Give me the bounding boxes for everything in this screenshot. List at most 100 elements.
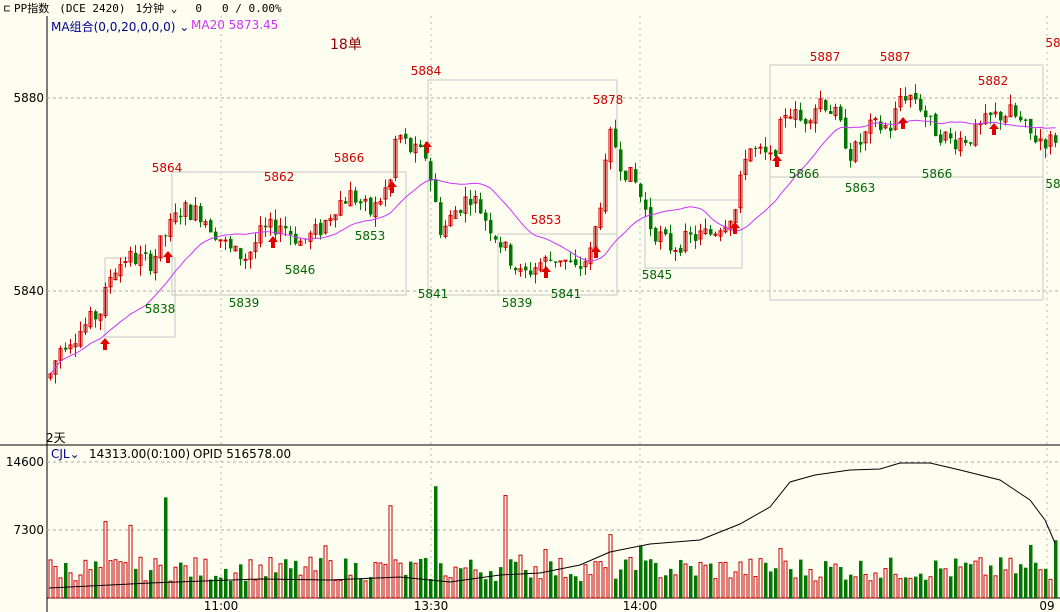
volume-bar xyxy=(264,576,268,598)
volume-bar xyxy=(1048,578,1053,599)
candle-body xyxy=(503,241,508,248)
period-select[interactable]: 1分钟 ⌄ xyxy=(135,2,178,15)
volume-bar xyxy=(709,563,713,598)
volume-bar xyxy=(479,572,483,598)
volume-bar xyxy=(824,561,828,598)
chart-icon[interactable]: ⊏ xyxy=(3,1,11,15)
volume-bar xyxy=(303,566,308,599)
candle-body xyxy=(284,226,288,229)
candle-body xyxy=(1054,135,1058,143)
volume-bar xyxy=(664,575,668,598)
candle-body xyxy=(588,247,593,265)
volume-bar xyxy=(978,557,983,599)
volume-bar xyxy=(328,560,333,599)
high-annotation: 5866 xyxy=(334,151,365,165)
candle-body xyxy=(673,249,678,252)
candle-body xyxy=(579,266,583,269)
candle-body xyxy=(634,169,638,183)
volume-bar xyxy=(694,575,698,598)
candle-body xyxy=(574,259,578,265)
volume-bar xyxy=(859,560,863,598)
candle-body xyxy=(199,206,203,223)
candle-body xyxy=(863,131,868,144)
candle-body xyxy=(898,95,903,108)
candle-body xyxy=(829,111,833,115)
candle-body xyxy=(958,137,963,152)
chevron-down-icon[interactable]: ⌄ xyxy=(164,2,178,15)
volume-bar xyxy=(778,548,783,599)
volume-bar xyxy=(999,557,1003,598)
buy-arrow-icon xyxy=(268,236,278,248)
orders-note: 18单 xyxy=(330,37,362,53)
candle-body xyxy=(144,252,148,254)
candle-body xyxy=(58,348,63,361)
candle-body xyxy=(434,178,438,202)
volume-bar xyxy=(939,568,943,598)
volume-bar xyxy=(1014,573,1018,598)
volume-bar xyxy=(338,579,343,599)
volume-bar xyxy=(639,545,643,598)
volume-bar xyxy=(158,564,163,599)
candle-body xyxy=(689,232,693,235)
candle-body xyxy=(108,276,113,288)
volume-bar xyxy=(868,580,873,599)
range-box xyxy=(644,199,743,269)
volume-bar xyxy=(289,568,293,598)
candle-body xyxy=(363,198,368,202)
volume-bar xyxy=(983,574,988,599)
candle-body xyxy=(908,94,913,100)
low-annotation: 5841 xyxy=(551,287,582,301)
volume-bar xyxy=(973,560,978,599)
ma20-line xyxy=(50,119,1056,375)
volume-bar xyxy=(118,561,123,599)
chevron-down-icon[interactable]: ⌄ xyxy=(175,20,190,34)
volume-bar xyxy=(969,564,973,598)
candle-body xyxy=(533,267,538,275)
candle-body xyxy=(583,261,588,268)
volume-bar xyxy=(1008,557,1013,599)
volume-bar xyxy=(949,576,953,598)
candle-body xyxy=(793,109,798,120)
low-annotation: 5853 xyxy=(355,229,386,243)
candle-body xyxy=(223,239,228,242)
volume-bar xyxy=(673,574,678,599)
candle-body xyxy=(868,119,873,134)
volume-bar xyxy=(193,557,198,599)
candle-body xyxy=(929,115,933,117)
buy-arrow-icon xyxy=(898,117,908,129)
candle-body xyxy=(608,128,613,163)
chevron-down-icon[interactable]: ⌄ xyxy=(69,447,80,461)
candle-body xyxy=(764,146,768,153)
candle-body xyxy=(943,131,948,141)
low-annotation: 5866 xyxy=(922,167,953,181)
volume-bar xyxy=(529,577,533,598)
candle-body xyxy=(639,183,643,197)
volume-bar xyxy=(398,562,403,599)
opid-readout: OPID 516578.00 xyxy=(193,447,292,461)
volume-bar xyxy=(409,561,413,598)
main-indicator-select[interactable]: MA组合(0,0,20,0,0,0) ⌄ xyxy=(51,18,189,35)
contract-label: (DCE 2420) xyxy=(59,1,126,15)
volume-bar xyxy=(813,580,818,599)
volume-bar xyxy=(413,562,418,599)
volume-bar xyxy=(378,562,383,599)
candle-body xyxy=(429,161,433,181)
candle-body xyxy=(128,250,133,263)
sub-indicator-select[interactable]: CJL⌄ xyxy=(51,447,80,461)
volume-bar xyxy=(588,574,593,599)
candle-body xyxy=(1014,105,1018,117)
candle-body xyxy=(323,220,328,234)
candle-body xyxy=(383,187,388,200)
candle-body xyxy=(849,148,853,161)
volume-bar xyxy=(789,569,793,598)
candle-body xyxy=(709,229,713,235)
volume-bar xyxy=(168,580,173,599)
volume-bar xyxy=(583,564,588,599)
ma20-label: MA20 xyxy=(191,18,225,32)
symbol-label[interactable]: PP指数 xyxy=(14,2,50,15)
candle-body xyxy=(164,235,168,237)
candle-body xyxy=(644,199,648,210)
candle-body xyxy=(123,261,128,264)
candle-body xyxy=(514,267,518,271)
